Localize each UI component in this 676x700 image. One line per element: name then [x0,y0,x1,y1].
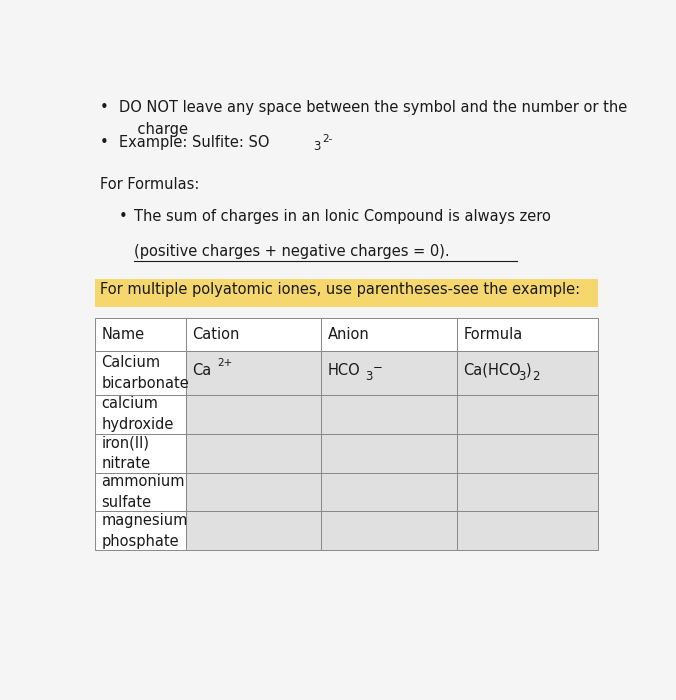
FancyBboxPatch shape [95,473,185,512]
Text: ammonium
sulfate: ammonium sulfate [101,474,185,510]
Text: DO NOT leave any space between the symbol and the number or the
    charge: DO NOT leave any space between the symbo… [118,100,627,137]
Text: Anion: Anion [328,327,369,342]
FancyBboxPatch shape [457,473,598,512]
FancyBboxPatch shape [457,318,598,351]
FancyBboxPatch shape [185,318,321,351]
Text: •: • [100,100,109,116]
FancyBboxPatch shape [95,512,185,550]
Text: 2-: 2- [322,134,333,144]
Text: The sum of charges in an Ionic Compound is always zero: The sum of charges in an Ionic Compound … [135,209,551,224]
Text: Calcium
bicarbonate: Calcium bicarbonate [101,355,189,391]
FancyBboxPatch shape [457,395,598,434]
Text: •: • [118,209,127,224]
FancyBboxPatch shape [185,512,321,550]
Text: For multiple polyatomic iones, use parentheses-see the example:: For multiple polyatomic iones, use paren… [100,282,580,298]
Text: (positive charges + negative charges = 0).: (positive charges + negative charges = 0… [135,244,450,258]
FancyBboxPatch shape [457,434,598,473]
Text: 3: 3 [365,370,372,383]
FancyBboxPatch shape [185,395,321,434]
Text: 2: 2 [533,370,540,383]
FancyBboxPatch shape [95,351,185,395]
Text: HCO: HCO [328,363,360,378]
Text: Ca: Ca [192,363,211,378]
Text: −: − [373,361,383,374]
Text: 3: 3 [518,370,526,383]
Text: magnesium
phosphate: magnesium phosphate [101,513,188,549]
Text: Cation: Cation [192,327,239,342]
FancyBboxPatch shape [457,512,598,550]
FancyBboxPatch shape [95,395,185,434]
FancyBboxPatch shape [321,318,457,351]
FancyBboxPatch shape [185,351,321,395]
FancyBboxPatch shape [321,395,457,434]
Text: Formula: Formula [463,327,523,342]
FancyBboxPatch shape [185,434,321,473]
FancyBboxPatch shape [185,473,321,512]
FancyBboxPatch shape [457,351,598,395]
FancyBboxPatch shape [321,434,457,473]
Text: 3: 3 [314,139,321,153]
FancyBboxPatch shape [95,434,185,473]
Text: ): ) [526,363,532,378]
FancyBboxPatch shape [95,318,185,351]
FancyBboxPatch shape [321,351,457,395]
Text: 2+: 2+ [217,358,232,368]
Text: •: • [100,134,109,150]
Text: Example: Sulfite: SO: Example: Sulfite: SO [118,134,269,150]
Text: For Formulas:: For Formulas: [100,176,199,192]
FancyBboxPatch shape [95,279,598,307]
Text: iron(II)
nitrate: iron(II) nitrate [101,435,150,471]
FancyBboxPatch shape [321,512,457,550]
Text: Name: Name [101,327,145,342]
Text: calcium
hydroxide: calcium hydroxide [101,396,174,433]
Text: Ca(HCO: Ca(HCO [463,363,521,378]
FancyBboxPatch shape [321,473,457,512]
